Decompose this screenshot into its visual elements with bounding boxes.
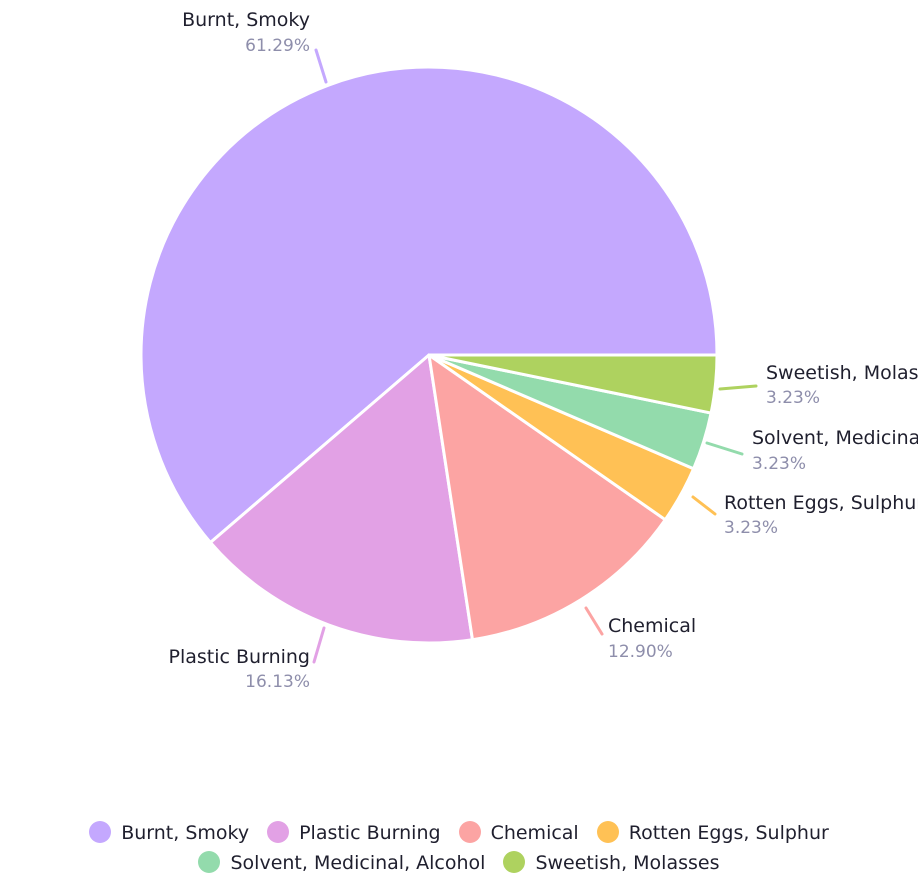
legend-item[interactable]: Rotten Eggs, Sulphur xyxy=(596,818,829,848)
slice-leader-line xyxy=(718,384,758,391)
slice-label-percent: 3.23% xyxy=(766,388,820,408)
pie-slice-1[interactable] xyxy=(139,65,719,545)
slice-leader-line xyxy=(314,48,328,84)
slice-leader-line xyxy=(691,495,717,516)
legend-swatch xyxy=(503,851,526,873)
legend-row: Solvent, Medicinal, Alcohol Sweetish, Mol… xyxy=(0,848,918,878)
slice-leader-line xyxy=(312,626,326,664)
legend-swatch xyxy=(596,821,619,843)
pie-slice-2[interactable] xyxy=(208,353,474,645)
slice-label-name: Chemical xyxy=(608,615,696,637)
legend-label: Chemical xyxy=(490,822,579,844)
slice-label-percent: 16.13% xyxy=(245,672,310,692)
legend-item[interactable]: Chemical xyxy=(458,818,579,848)
slice-label-name: Plastic Burning xyxy=(169,646,310,668)
pie-slice-6[interactable] xyxy=(427,353,719,415)
slice-leader-line xyxy=(584,606,604,636)
legend-row: Burnt, Smoky Plastic Burning Chemical Rotte… xyxy=(0,818,918,848)
legend-label: Solvent, Medicinal, Alcohol xyxy=(230,852,486,874)
legend-label: Rotten Eggs, Sulphur xyxy=(628,822,829,844)
pie-slice-3[interactable] xyxy=(427,353,667,642)
slice-label-name: Solvent, Medicinal, Alcohol xyxy=(752,427,918,449)
legend-swatch xyxy=(89,821,112,843)
legend-item[interactable]: Sweetish, Molasses xyxy=(503,848,720,878)
legend-item[interactable]: Solvent, Medicinal, Alcohol xyxy=(198,848,485,878)
slice-label-name: Sweetish, Molasses xyxy=(766,362,918,384)
legend-swatch xyxy=(198,851,221,873)
legend-swatch xyxy=(267,821,290,843)
legend-label: Plastic Burning xyxy=(299,822,441,844)
chart-legend: Burnt, Smoky Plastic Burning Chemical Rotte… xyxy=(0,818,918,878)
slice-leader-line xyxy=(705,441,744,456)
legend-item[interactable]: Plastic Burning xyxy=(267,818,441,848)
slice-label-percent: 61.29% xyxy=(245,36,310,56)
slice-label-percent: 12.90% xyxy=(608,642,673,662)
legend-label: Sweetish, Molasses xyxy=(535,852,720,874)
legend-label: Burnt, Smoky xyxy=(121,822,250,844)
legend-item[interactable]: Burnt, Smoky xyxy=(89,818,249,848)
slice-label-percent: 3.23% xyxy=(724,518,778,538)
slice-label-percent: 3.23% xyxy=(752,454,806,474)
legend-swatch xyxy=(458,821,481,843)
slice-label-name: Rotten Eggs, Sulphur xyxy=(724,492,918,514)
slice-label-name: Burnt, Smoky xyxy=(182,9,310,31)
